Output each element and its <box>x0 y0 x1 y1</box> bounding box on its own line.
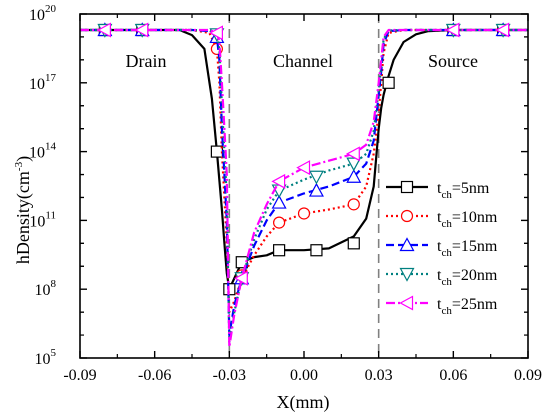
series-5-point <box>296 160 311 176</box>
y-axis-title: hDensity(cm-3) <box>13 156 34 264</box>
legend-label-5: tch=25nm <box>437 296 498 317</box>
legend-label-2: tch=10nm <box>437 209 498 230</box>
series-3 <box>80 22 528 337</box>
series-5-point <box>234 270 248 286</box>
legend-marker-2 <box>400 209 414 223</box>
y-tick-label: 1020 <box>29 3 57 24</box>
y-axis-title-close: ) <box>13 156 34 162</box>
series-2-point <box>347 198 360 211</box>
x-tick-label: 0.09 <box>514 367 542 384</box>
legend-marker-1 <box>400 180 414 194</box>
region-label-channel: Channel <box>273 51 333 71</box>
series-5-point <box>346 146 360 162</box>
series-1-point <box>310 244 323 257</box>
series-5-point <box>97 22 111 38</box>
y-axis-title-main: hDensity(cm <box>13 171 34 264</box>
x-tick-label: 0.03 <box>365 367 393 384</box>
series-3-point <box>271 194 287 209</box>
series-layer <box>80 22 528 349</box>
series-5-point <box>445 22 460 38</box>
legend-label-3: tch=15nm <box>437 238 498 259</box>
series-line-2 <box>80 28 528 314</box>
series-1-point <box>347 237 360 250</box>
series-5-point <box>209 25 223 41</box>
series-5 <box>80 22 528 349</box>
plot-area <box>80 14 528 358</box>
series-3-point <box>308 182 324 197</box>
series-line-3 <box>80 28 528 337</box>
legend-marker-4 <box>399 267 415 282</box>
axes-layer: -0.09 -0.06 -0.03 0.00 0.03 0.06 0.09 105 108 101… <box>29 3 542 384</box>
legend-marker-3 <box>399 237 415 252</box>
legend-label-4: tch=20nm <box>437 267 498 288</box>
x-tick-label: 0.06 <box>439 367 467 384</box>
y-tick-label: 108 <box>35 278 57 299</box>
svg-text:hDensity(cm-3): hDensity(cm-3) <box>13 156 34 264</box>
series-4-point <box>346 157 362 172</box>
series-5-point <box>495 22 510 38</box>
y-axis-title-exponent: -3 <box>13 161 25 171</box>
series-2-point <box>297 207 311 220</box>
x-tick-label: 0.00 <box>290 367 318 384</box>
region-label-drain: Drain <box>126 51 167 71</box>
x-tick-label: -0.09 <box>63 367 96 384</box>
y-tick-label: 1014 <box>29 141 57 162</box>
series-1-point <box>273 244 286 257</box>
series-5-point <box>134 22 149 38</box>
y-tick-label: 1011 <box>29 209 56 230</box>
y-tick-label: 1017 <box>29 72 57 93</box>
series-5-point <box>271 173 286 189</box>
plot-background <box>80 14 528 358</box>
region-label-source: Source <box>428 51 478 71</box>
series-1-point <box>382 76 395 89</box>
series-3-point <box>346 168 362 183</box>
legend-label-1: tch=5nm <box>437 180 490 201</box>
y-tick-label: 105 <box>35 347 57 368</box>
legend: tch=5nm tch=10nm tch=15nm tch=20nm tch=25nm <box>386 180 498 317</box>
legend-marker-5 <box>399 295 414 311</box>
x-axis-title: X(mm) <box>277 392 330 413</box>
x-tick-label: -0.03 <box>213 367 246 384</box>
x-tick-label: -0.06 <box>138 367 171 384</box>
series-2-point <box>273 216 286 229</box>
series-4-point <box>308 170 324 185</box>
